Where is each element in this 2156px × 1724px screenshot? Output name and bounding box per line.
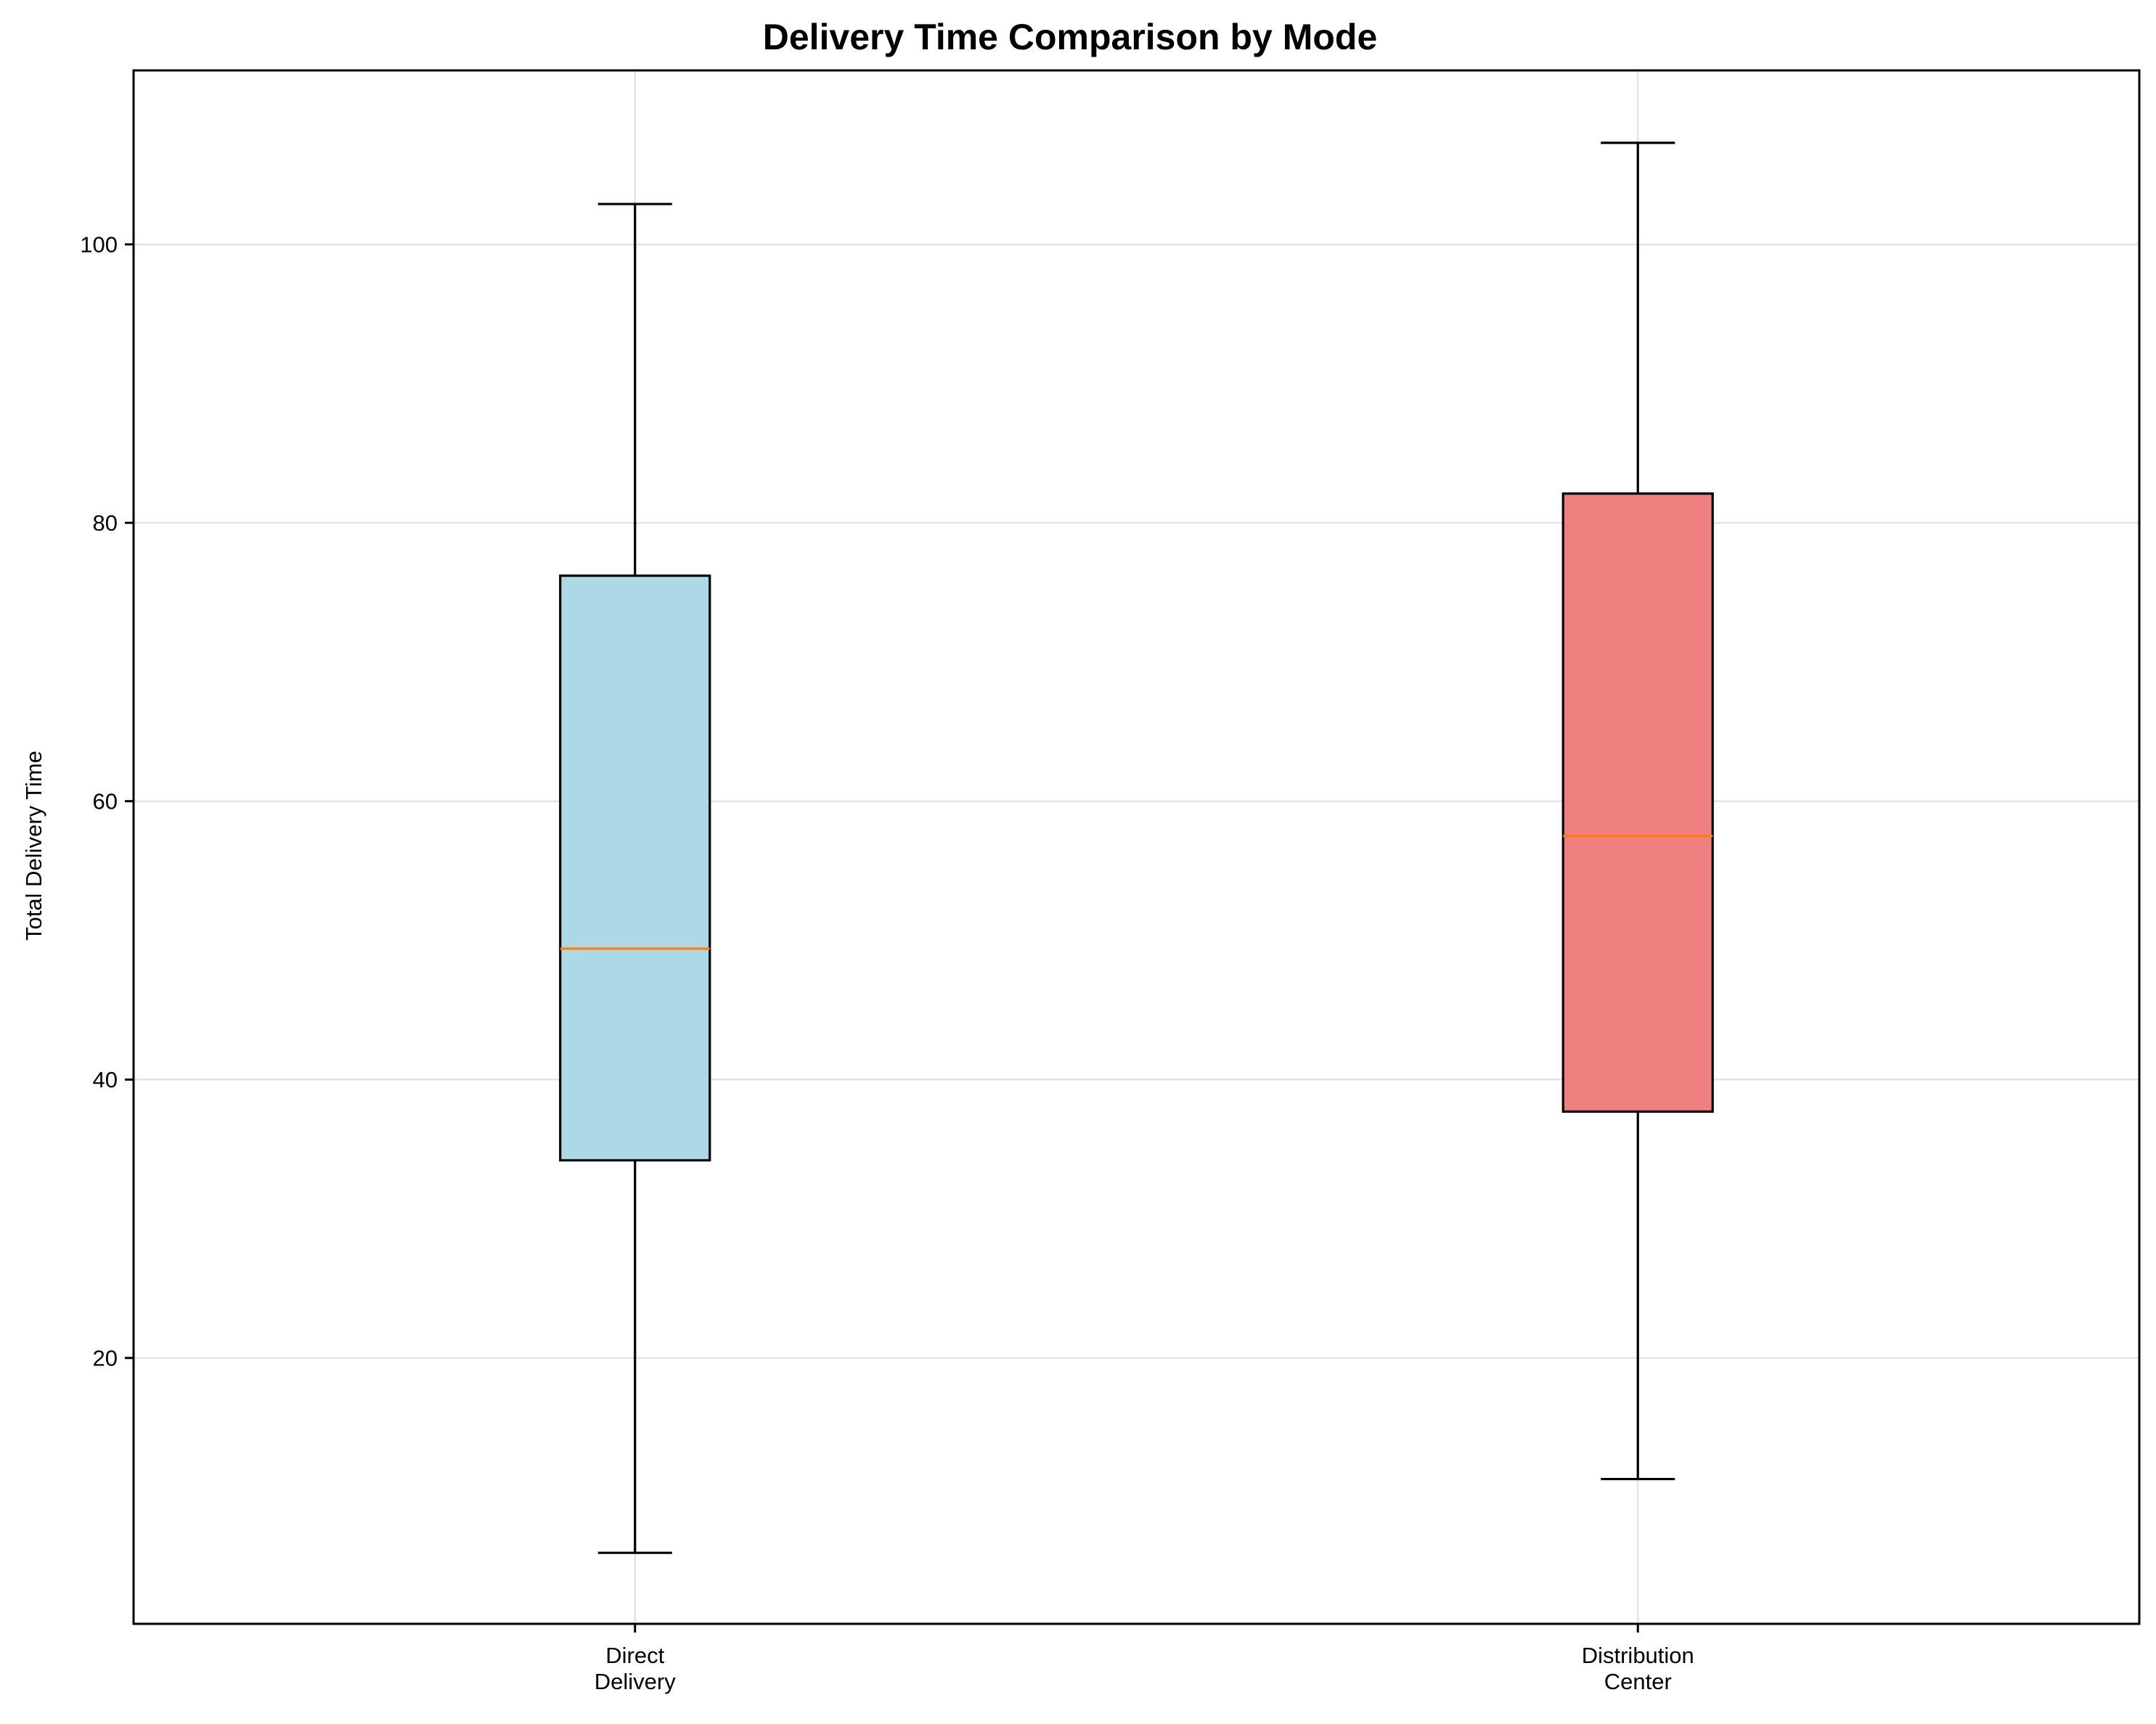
y-axis-ticks: 20 40 60 80 100 (80, 232, 134, 1371)
chart-title: Delivery Time Comparison by Mode (763, 17, 1378, 57)
plot-frame (132, 69, 2141, 1625)
iqr-box (1561, 492, 1714, 1113)
y-tick-label: 80 (93, 510, 118, 536)
y-tick-label: 60 (93, 789, 118, 814)
x-tick-label: Distribution Center (1582, 1643, 1694, 1694)
box-series (559, 142, 1714, 1554)
y-tick-label: 20 (93, 1346, 118, 1371)
y-tick-label: 100 (80, 232, 118, 258)
iqr-box (559, 574, 711, 1162)
box-group (559, 203, 711, 1554)
grid-lines (134, 70, 2139, 1624)
y-tick-label: 40 (93, 1067, 118, 1092)
x-tick-label: Direct Delivery (595, 1643, 676, 1694)
x-axis-ticks: Direct Delivery Distribution Center (595, 1624, 1694, 1694)
y-axis-label: Total Delivery Time (21, 751, 46, 941)
box-group (1561, 142, 1714, 1481)
